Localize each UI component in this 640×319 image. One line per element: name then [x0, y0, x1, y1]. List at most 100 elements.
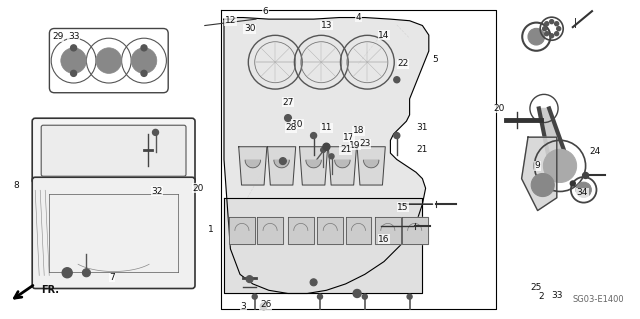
- Text: 9: 9: [535, 161, 540, 170]
- Polygon shape: [539, 108, 570, 166]
- Polygon shape: [306, 160, 321, 168]
- Text: 17: 17: [343, 133, 355, 142]
- Text: 6: 6: [263, 7, 268, 16]
- Text: 32: 32: [151, 187, 163, 196]
- Circle shape: [246, 276, 253, 283]
- Text: 33: 33: [551, 291, 563, 300]
- Text: 14: 14: [378, 31, 390, 40]
- Circle shape: [545, 32, 548, 36]
- Circle shape: [394, 77, 400, 83]
- Text: 28: 28: [285, 123, 297, 132]
- Text: 25: 25: [531, 283, 542, 292]
- Polygon shape: [274, 160, 289, 168]
- Circle shape: [152, 130, 159, 135]
- Circle shape: [329, 154, 334, 159]
- Circle shape: [528, 28, 545, 45]
- Text: 21: 21: [417, 145, 428, 154]
- Polygon shape: [245, 160, 260, 168]
- Text: 31: 31: [417, 123, 428, 132]
- Polygon shape: [224, 18, 429, 293]
- Text: 8: 8: [13, 181, 19, 189]
- Polygon shape: [229, 217, 255, 244]
- Circle shape: [131, 48, 157, 73]
- Circle shape: [96, 48, 122, 73]
- Circle shape: [310, 279, 317, 286]
- Circle shape: [61, 48, 86, 73]
- Circle shape: [323, 143, 330, 150]
- Polygon shape: [335, 160, 350, 168]
- Text: FR.: FR.: [42, 285, 60, 295]
- Circle shape: [557, 27, 561, 31]
- Circle shape: [141, 45, 147, 51]
- Polygon shape: [375, 217, 401, 244]
- Circle shape: [62, 268, 72, 278]
- Circle shape: [555, 22, 559, 26]
- Text: 29: 29: [52, 32, 63, 41]
- Text: 1: 1: [209, 225, 214, 234]
- Circle shape: [570, 181, 575, 186]
- Polygon shape: [346, 217, 371, 244]
- Text: 26: 26: [260, 300, 271, 309]
- Text: 3: 3: [241, 302, 246, 311]
- Circle shape: [582, 173, 589, 178]
- Circle shape: [285, 115, 291, 122]
- Circle shape: [141, 70, 147, 76]
- FancyBboxPatch shape: [41, 125, 186, 176]
- Text: 7: 7: [109, 273, 115, 282]
- Text: 16: 16: [378, 235, 390, 244]
- Text: 2: 2: [538, 292, 543, 301]
- Text: 33: 33: [68, 32, 79, 41]
- Text: 4: 4: [356, 13, 361, 22]
- Text: 19: 19: [349, 141, 361, 150]
- Circle shape: [531, 174, 554, 197]
- Polygon shape: [224, 198, 422, 293]
- Circle shape: [407, 294, 412, 299]
- Polygon shape: [300, 147, 328, 185]
- Text: 30: 30: [244, 24, 255, 33]
- Polygon shape: [317, 217, 343, 244]
- Text: 13: 13: [321, 21, 332, 30]
- Polygon shape: [268, 147, 296, 185]
- Polygon shape: [357, 147, 385, 185]
- Circle shape: [83, 269, 90, 277]
- Text: 5: 5: [433, 55, 438, 63]
- Circle shape: [394, 133, 400, 138]
- Text: 12: 12: [225, 16, 236, 25]
- Polygon shape: [239, 147, 267, 185]
- Circle shape: [545, 181, 550, 186]
- Polygon shape: [522, 137, 557, 211]
- Circle shape: [545, 22, 548, 26]
- Text: 20: 20: [493, 104, 505, 113]
- Circle shape: [543, 149, 577, 182]
- Circle shape: [362, 294, 367, 299]
- Circle shape: [550, 34, 554, 38]
- Polygon shape: [288, 217, 314, 244]
- Circle shape: [543, 27, 547, 31]
- Polygon shape: [328, 147, 356, 185]
- Text: 24: 24: [589, 147, 601, 156]
- Circle shape: [317, 294, 323, 299]
- Circle shape: [70, 45, 77, 51]
- Circle shape: [252, 294, 257, 299]
- Circle shape: [260, 303, 267, 310]
- Text: 15: 15: [397, 203, 409, 212]
- FancyBboxPatch shape: [32, 177, 195, 288]
- Text: 18: 18: [353, 126, 364, 135]
- Circle shape: [555, 32, 559, 36]
- Text: 11: 11: [321, 123, 332, 132]
- Text: 21: 21: [340, 145, 351, 154]
- Polygon shape: [364, 160, 379, 168]
- Text: 23: 23: [359, 139, 371, 148]
- Polygon shape: [257, 217, 283, 244]
- Circle shape: [550, 20, 554, 24]
- Circle shape: [310, 133, 317, 138]
- Text: 20: 20: [193, 184, 204, 193]
- Circle shape: [321, 147, 326, 152]
- Text: 27: 27: [282, 98, 294, 107]
- FancyBboxPatch shape: [32, 118, 195, 183]
- Polygon shape: [402, 217, 428, 244]
- Text: SG03-E1400: SG03-E1400: [572, 295, 624, 304]
- Circle shape: [280, 158, 286, 165]
- Circle shape: [70, 70, 77, 76]
- Circle shape: [576, 182, 591, 197]
